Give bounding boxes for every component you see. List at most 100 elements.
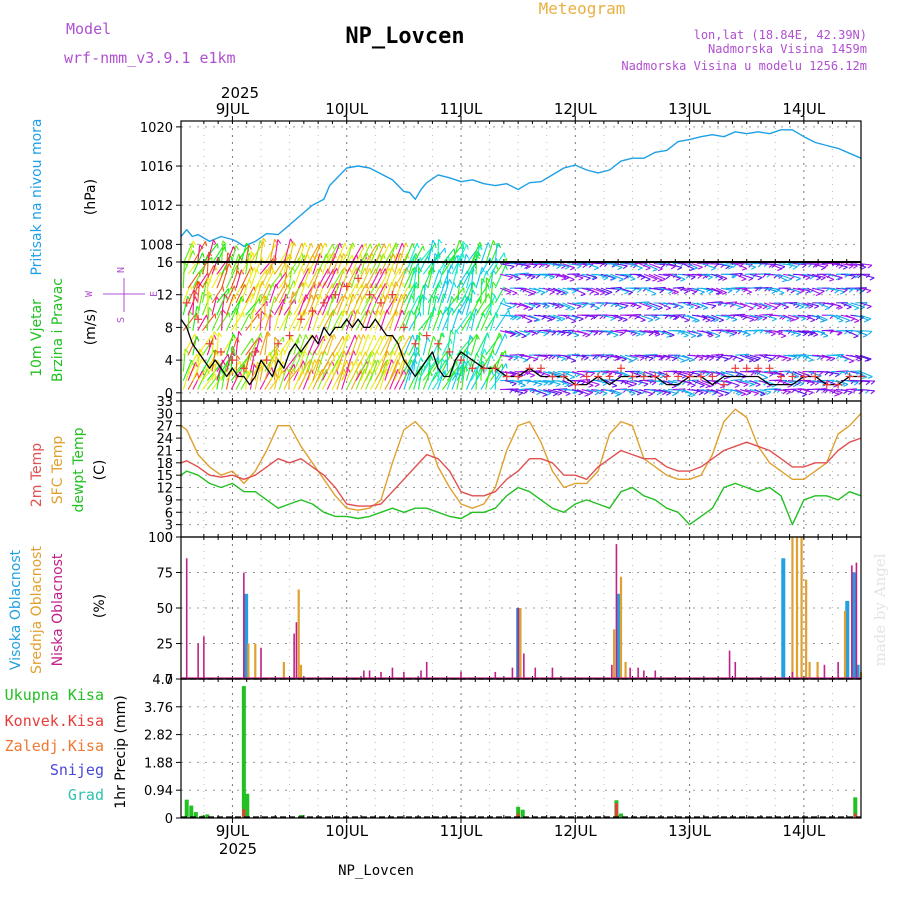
wind-barb-head xyxy=(545,264,550,269)
wind-barb xyxy=(586,287,600,294)
wind-barb xyxy=(201,281,207,303)
cloud-bar xyxy=(403,671,405,679)
wind-barb-head xyxy=(353,350,357,356)
wind-barb xyxy=(701,273,713,278)
wind-barb xyxy=(643,287,657,295)
wind-barb xyxy=(494,265,507,289)
wind-barb-head xyxy=(208,291,213,297)
wind-barb xyxy=(499,330,515,335)
wind-barb xyxy=(259,283,270,304)
wind-barb-head xyxy=(578,392,584,396)
y-tick-label: 33 xyxy=(156,395,173,410)
wind-barb xyxy=(773,287,785,294)
wind-barb xyxy=(720,263,733,268)
wind-barb-head xyxy=(498,243,502,249)
wind-barb-head xyxy=(808,359,814,363)
wind-barb-head xyxy=(751,266,757,270)
wind-barb-head xyxy=(705,372,710,377)
wind-barb xyxy=(802,389,814,393)
wind-barb-head xyxy=(555,383,561,387)
wind-barb xyxy=(807,287,821,295)
wind-barb-head xyxy=(488,293,491,299)
wind-barb-head xyxy=(441,358,446,364)
wind-barb xyxy=(859,354,872,360)
wind-barb xyxy=(269,296,276,316)
wind-barb-head xyxy=(743,383,749,388)
wind-barb-head xyxy=(323,281,328,287)
wind-barb-head xyxy=(866,318,872,322)
wind-barb xyxy=(610,330,624,334)
wind-barb xyxy=(802,380,815,384)
wind-barb xyxy=(615,302,629,307)
wind-barb xyxy=(312,281,320,304)
wind-barb xyxy=(197,368,208,390)
wind-barb-head xyxy=(214,313,217,319)
wind-barb xyxy=(341,334,349,356)
wind-barb-head xyxy=(854,274,860,279)
wind-barb xyxy=(658,354,670,359)
wind-barb xyxy=(427,336,435,356)
wind-barb xyxy=(254,361,258,381)
wind-barb-head xyxy=(675,277,681,281)
wind-barb xyxy=(240,313,250,331)
wind-barb-head xyxy=(699,291,705,295)
wind-barb xyxy=(763,287,777,292)
wind-barb-head xyxy=(637,288,642,293)
wind-barb-head xyxy=(339,242,343,248)
precip-legend-item: Grad xyxy=(68,786,104,804)
wind-barb xyxy=(422,267,434,289)
wind-barb-head xyxy=(672,393,677,397)
wind-barb xyxy=(552,354,566,360)
wind-barb xyxy=(317,242,326,264)
elevation-model-label: Nadmorska Visina u modelu 1256.12m xyxy=(621,59,867,73)
day-label-bottom: 9JUL xyxy=(216,822,250,840)
wind-barb-head xyxy=(222,240,227,245)
wind-barb xyxy=(461,266,474,289)
wind-barb-head xyxy=(260,332,263,339)
wind-barb xyxy=(720,287,733,291)
wind-barb xyxy=(600,273,615,279)
wind-barb xyxy=(859,302,872,307)
wind-barb-head xyxy=(729,303,735,308)
wind-barb xyxy=(374,283,386,304)
wind-barb-head xyxy=(796,355,802,360)
wind-barb-head xyxy=(542,394,548,398)
wind-barb xyxy=(595,354,610,358)
wind-barb-head xyxy=(595,355,600,360)
wind-barb xyxy=(499,354,513,359)
wind-barb xyxy=(489,332,500,356)
wind-barb-head xyxy=(594,307,600,311)
wind-barb xyxy=(182,312,197,332)
wind-barb xyxy=(687,302,700,308)
wind-barb xyxy=(576,330,591,336)
wind-barb-head xyxy=(213,331,218,336)
cloud-bar xyxy=(517,608,519,679)
wind-barb xyxy=(682,287,697,293)
wind-barb xyxy=(552,287,566,294)
wind-barb-head xyxy=(195,336,200,341)
wind-barb xyxy=(432,351,448,372)
wind-barb-head xyxy=(603,277,609,281)
wind-barb xyxy=(490,252,505,275)
y-tick-label: 4 xyxy=(165,354,173,369)
wind-barb-head xyxy=(660,264,666,269)
wind-barb-head xyxy=(583,357,589,361)
wind-barb xyxy=(519,302,534,310)
wind-barb-head xyxy=(623,305,629,309)
wind-barb-head xyxy=(619,332,625,337)
wind-barb xyxy=(547,302,560,307)
wind-barb xyxy=(850,354,863,360)
wind-barb xyxy=(417,285,424,304)
meteogram-title: Meteogram xyxy=(539,0,626,18)
wind-barb xyxy=(629,354,645,359)
wind-barb xyxy=(403,368,411,390)
cloud-bar xyxy=(619,576,623,679)
wind-barb-head xyxy=(570,360,577,363)
wind-barb xyxy=(811,263,826,269)
wind-barb-head xyxy=(672,304,678,309)
wind-barb-head xyxy=(467,351,472,356)
wind-barb-head xyxy=(486,333,490,339)
